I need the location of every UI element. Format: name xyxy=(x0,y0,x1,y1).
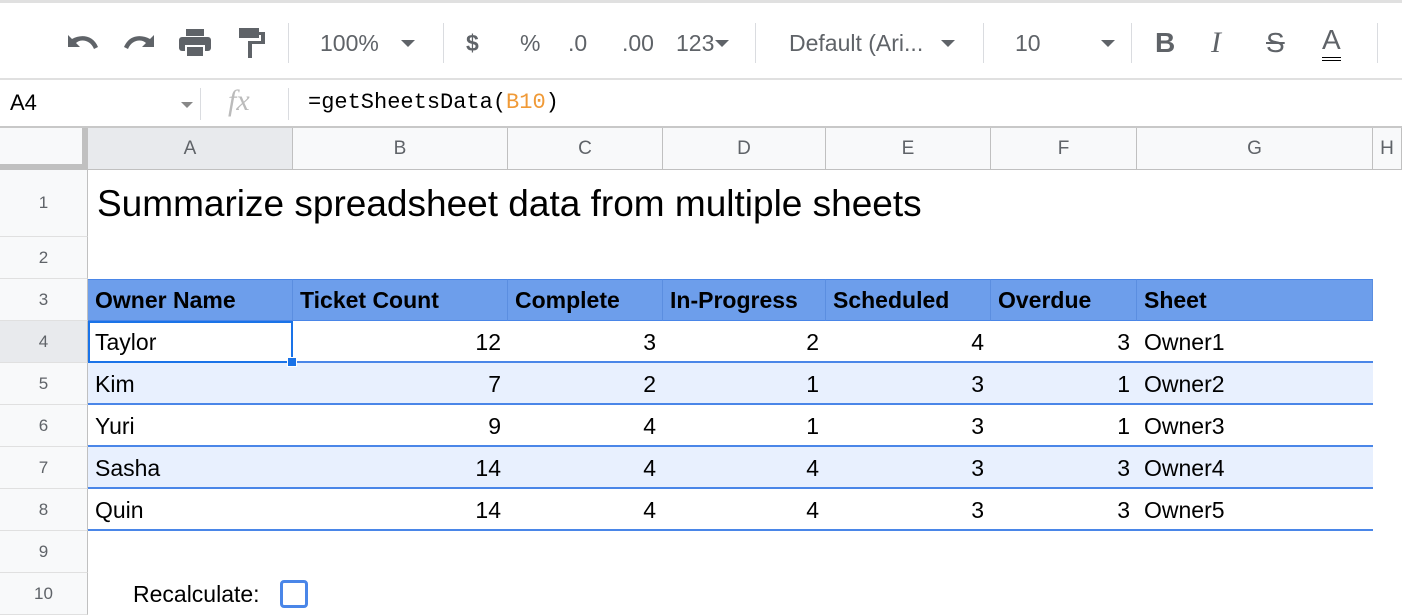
table-cell[interactable]: 3 xyxy=(971,370,984,397)
table-cell[interactable]: Taylor xyxy=(95,328,157,355)
table-cell[interactable]: Quin xyxy=(95,496,144,523)
column-header-cell[interactable]: Sheet xyxy=(1137,279,1373,321)
column-header-cell[interactable]: Scheduled xyxy=(826,279,991,321)
table-cell[interactable]: Sasha xyxy=(95,454,161,481)
recalculate-row: Recalculate: xyxy=(133,580,308,608)
table-cell[interactable]: Owner4 xyxy=(1144,454,1225,481)
table-cell[interactable]: 4 xyxy=(806,454,819,481)
table-cell[interactable]: 1 xyxy=(806,412,819,439)
table-cell[interactable]: 3 xyxy=(971,496,984,523)
column-header-a[interactable]: A xyxy=(88,128,293,170)
toolbar: 100% $ % .0 .00 123 Default (Ari... 10 B… xyxy=(0,0,1402,80)
column-header-cell[interactable]: Owner Name xyxy=(88,279,293,321)
table-cell[interactable]: Owner5 xyxy=(1144,496,1225,523)
sheet-title: Summarize spreadsheet data from multiple… xyxy=(97,182,922,224)
zoom-value: 100% xyxy=(320,29,379,56)
font-select[interactable]: Default (Ari... xyxy=(789,23,956,63)
column-header-f[interactable]: F xyxy=(991,128,1137,170)
column-header-e[interactable]: E xyxy=(826,128,991,170)
table-row xyxy=(88,321,1373,363)
more-formats-button[interactable]: 123 xyxy=(676,23,730,63)
select-all-corner[interactable] xyxy=(0,128,88,170)
column-header-c[interactable]: C xyxy=(508,128,663,170)
font-size-select[interactable]: 10 xyxy=(1015,23,1115,63)
row-header-5[interactable]: 5 xyxy=(0,363,88,405)
column-header-b[interactable]: B xyxy=(293,128,508,170)
currency-button[interactable]: $ xyxy=(466,29,479,56)
table-cell[interactable]: Owner3 xyxy=(1144,412,1225,439)
table-cell[interactable]: 1 xyxy=(806,370,819,397)
row-header-8[interactable]: 8 xyxy=(0,489,88,531)
table-cell[interactable]: 4 xyxy=(643,412,656,439)
column-header-cell[interactable]: Overdue xyxy=(991,279,1137,321)
table-cell[interactable]: Owner1 xyxy=(1144,328,1225,355)
table-cell[interactable]: Owner2 xyxy=(1144,370,1225,397)
table-row xyxy=(88,447,1373,489)
table-cell[interactable]: 3 xyxy=(971,412,984,439)
font-value: Default (Ari... xyxy=(789,29,924,56)
column-header-cell[interactable]: In-Progress xyxy=(663,279,826,321)
table-cell[interactable]: 14 xyxy=(475,496,501,523)
table-cell[interactable]: Kim xyxy=(95,370,135,397)
table-cell[interactable]: 3 xyxy=(643,328,656,355)
decrease-decimal-button[interactable]: .0 xyxy=(568,29,588,56)
table-cell[interactable]: 9 xyxy=(488,412,501,439)
table-cell[interactable]: 3 xyxy=(1117,496,1130,523)
column-header-g[interactable]: G xyxy=(1137,128,1373,170)
print-icon[interactable] xyxy=(178,23,212,63)
bold-button[interactable]: B xyxy=(1155,27,1176,58)
table-row xyxy=(88,405,1373,447)
table-row xyxy=(88,489,1373,531)
redo-icon[interactable] xyxy=(122,23,156,63)
selected-cell-a4[interactable] xyxy=(88,321,293,363)
name-box[interactable]: A4 xyxy=(10,90,37,115)
formula-input[interactable]: =getSheetsData(B10) xyxy=(308,90,559,115)
table-cell[interactable]: 3 xyxy=(971,454,984,481)
increase-decimal-button[interactable]: .00 xyxy=(622,29,654,56)
strikethrough-button[interactable]: S xyxy=(1266,27,1285,58)
table-cell[interactable]: 12 xyxy=(475,328,501,355)
zoom-select[interactable]: 100% xyxy=(320,23,415,63)
recalculate-checkbox[interactable] xyxy=(279,580,308,608)
row-header-7[interactable]: 7 xyxy=(0,447,88,489)
table-cell[interactable]: 7 xyxy=(488,370,501,397)
fill-handle[interactable] xyxy=(287,357,297,367)
column-header-cell[interactable]: Complete xyxy=(508,279,663,321)
column-header-d[interactable]: D xyxy=(663,128,826,170)
row-header-9[interactable]: 9 xyxy=(0,531,88,573)
table-cell[interactable]: 4 xyxy=(971,328,984,355)
column-header-h[interactable]: H xyxy=(1373,128,1402,170)
name-box-caret-icon[interactable] xyxy=(181,102,193,108)
formula-bar: A4 fx =getSheetsData(B10) xyxy=(0,80,1402,128)
row-header-2[interactable]: 2 xyxy=(0,237,88,279)
table-row xyxy=(88,363,1373,405)
row-header-6[interactable]: 6 xyxy=(0,405,88,447)
table-cell[interactable]: 2 xyxy=(806,328,819,355)
row-header-10[interactable]: 10 xyxy=(0,573,88,615)
percent-button[interactable]: % xyxy=(520,29,541,56)
table-cell[interactable]: 3 xyxy=(1117,328,1130,355)
table-cell[interactable]: 1 xyxy=(1117,370,1130,397)
table-cell[interactable]: 3 xyxy=(1117,454,1130,481)
row-header-3[interactable]: 3 xyxy=(0,279,88,321)
row-header-1[interactable]: 1 xyxy=(0,170,88,237)
recalculate-label: Recalculate: xyxy=(133,580,260,607)
table-cell[interactable]: 1 xyxy=(1117,412,1130,439)
italic-button[interactable]: I xyxy=(1211,26,1221,59)
table-cell[interactable]: 4 xyxy=(643,496,656,523)
font-size-value: 10 xyxy=(1015,29,1041,56)
undo-icon[interactable] xyxy=(66,23,100,63)
table-cell[interactable]: 14 xyxy=(475,454,501,481)
row-header-4[interactable]: 4 xyxy=(0,321,88,363)
table-cell[interactable]: 4 xyxy=(806,496,819,523)
column-header-cell[interactable]: Ticket Count xyxy=(293,279,508,321)
table-cell[interactable]: Yuri xyxy=(95,412,135,439)
table-cell[interactable]: 4 xyxy=(643,454,656,481)
paint-format-icon[interactable] xyxy=(238,23,268,63)
fx-icon: fx xyxy=(228,84,250,117)
table-cell[interactable]: 2 xyxy=(643,370,656,397)
text-color-button[interactable]: A xyxy=(1322,23,1341,61)
